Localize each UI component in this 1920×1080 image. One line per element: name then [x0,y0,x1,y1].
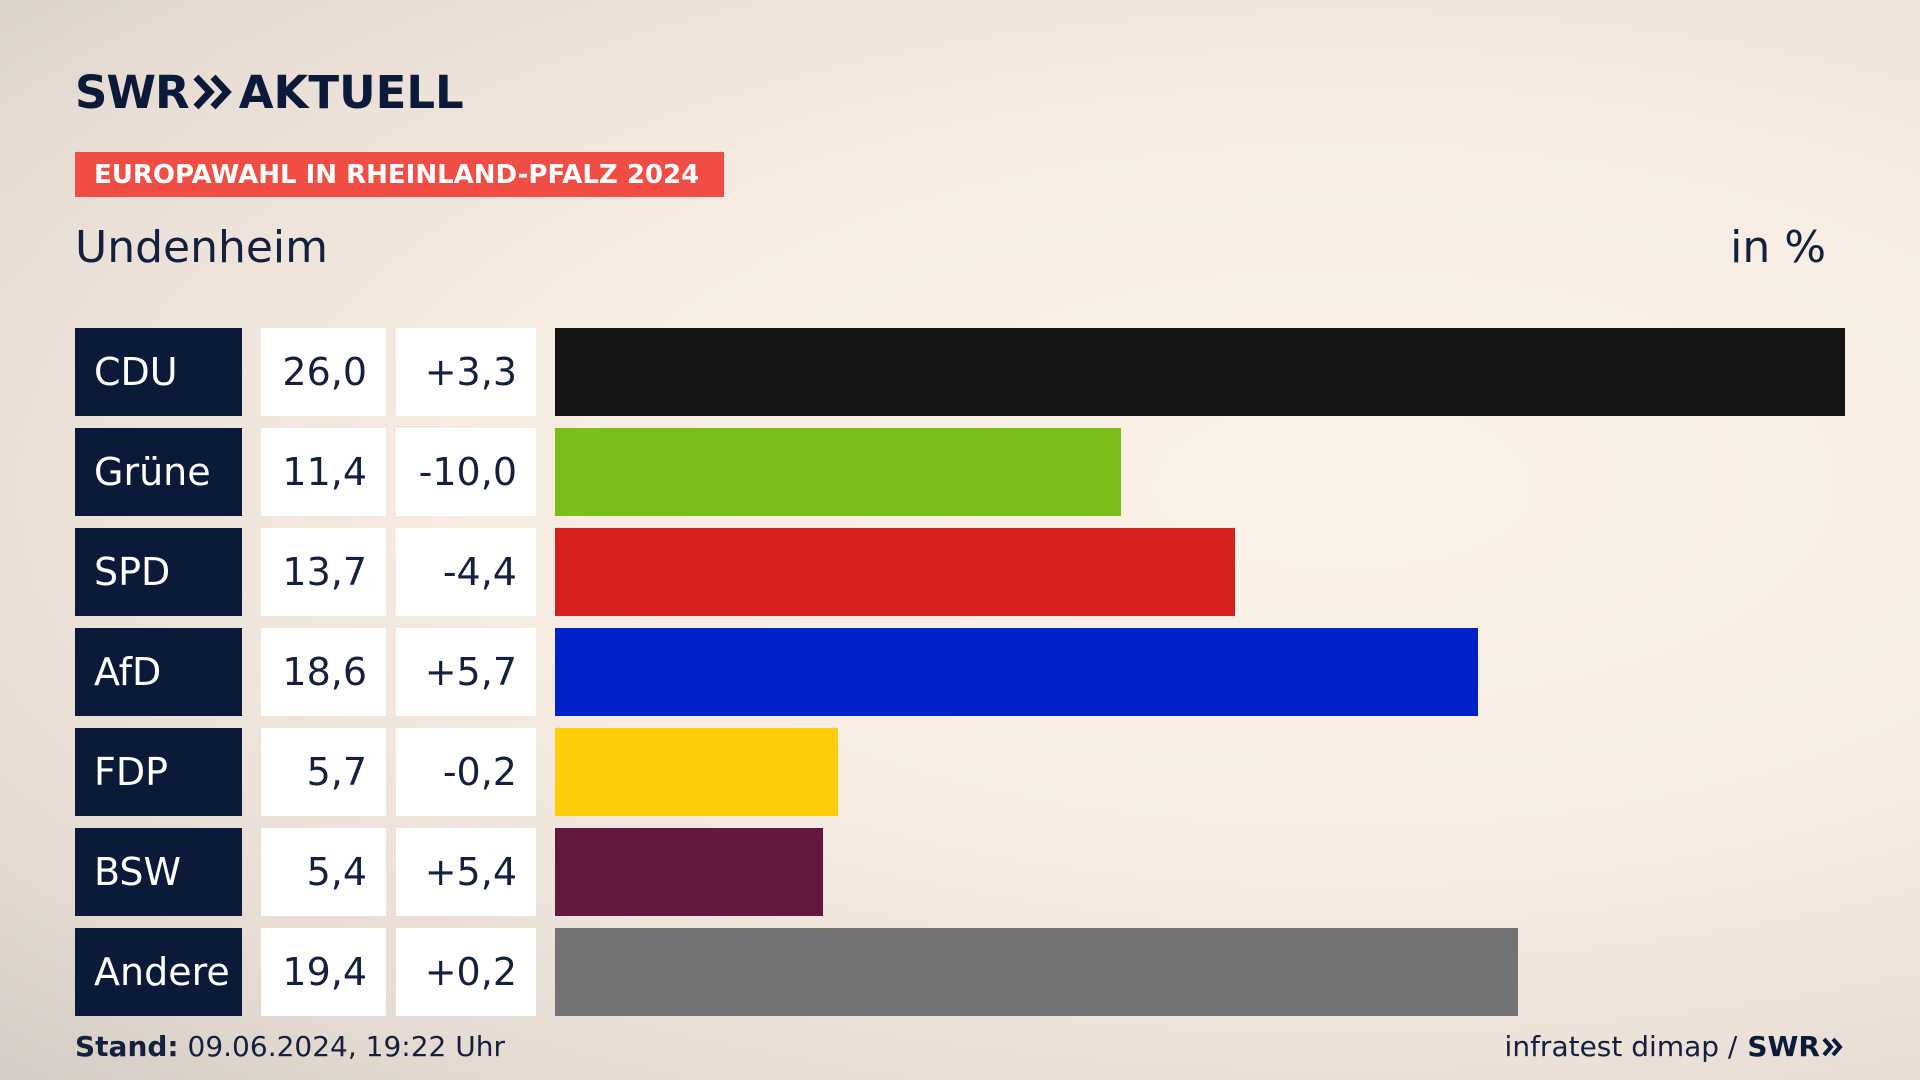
stand-label: Stand: [75,1030,179,1063]
party-row: CDU 26,0 +3,3 [75,328,1845,416]
unit-label: in % [1730,222,1826,273]
location-title: Undenheim [75,222,329,273]
vote-share-label: 13,7 [261,528,386,616]
party-label: Grüne [75,428,242,516]
source-credit: infratest dimap / SWR [1505,1030,1844,1063]
double-chevron-icon [193,74,232,110]
election-banner: EUROPAWAHL IN RHEINLAND-PFALZ 2024 [75,152,724,197]
vote-share-label: 19,4 [261,928,386,1016]
party-row: BSW 5,4 +5,4 [75,828,1845,916]
logo-aktuell-text: AKTUELL [238,65,464,119]
vote-bar [555,928,1518,1016]
footer-double-chevron-icon [1822,1037,1843,1056]
vote-change-label: +3,3 [396,328,536,416]
vote-change-label: +5,7 [396,628,536,716]
vote-share-label: 5,4 [261,828,386,916]
logo-swr-text: SWR [75,65,190,119]
party-label: BSW [75,828,242,916]
party-row: FDP 5,7 -0,2 [75,728,1845,816]
footer-swr-text: SWR [1747,1030,1820,1063]
timestamp: Stand: 09.06.2024, 19:22 Uhr [75,1030,505,1063]
party-label: AfD [75,628,242,716]
vote-share-label: 5,7 [261,728,386,816]
vote-change-label: -0,2 [396,728,536,816]
source-text: infratest dimap / [1504,1030,1738,1063]
footer-swr-logo: SWR [1747,1030,1844,1063]
vote-bar [555,728,838,816]
party-label: CDU [75,328,242,416]
party-label: FDP [75,728,242,816]
party-row: SPD 13,7 -4,4 [75,528,1845,616]
vote-change-label: -10,0 [396,428,536,516]
swr-aktuell-logo: SWR AKTUELL [75,65,464,119]
party-row: Grüne 11,4 -10,0 [75,428,1845,516]
vote-share-label: 26,0 [261,328,386,416]
party-label: SPD [75,528,242,616]
party-row: Andere 19,4 +0,2 [75,928,1845,1016]
vote-change-label: +0,2 [396,928,536,1016]
vote-bar [555,828,823,916]
vote-share-label: 11,4 [261,428,386,516]
vote-change-label: +5,4 [396,828,536,916]
vote-bar [555,528,1235,616]
party-row: AfD 18,6 +5,7 [75,628,1845,716]
vote-bar [555,328,1845,416]
vote-share-label: 18,6 [261,628,386,716]
stand-value: 09.06.2024, 19:22 Uhr [187,1030,505,1063]
vote-change-label: -4,4 [396,528,536,616]
party-label: Andere [75,928,242,1016]
vote-bar [555,428,1121,516]
vote-bar [555,628,1478,716]
